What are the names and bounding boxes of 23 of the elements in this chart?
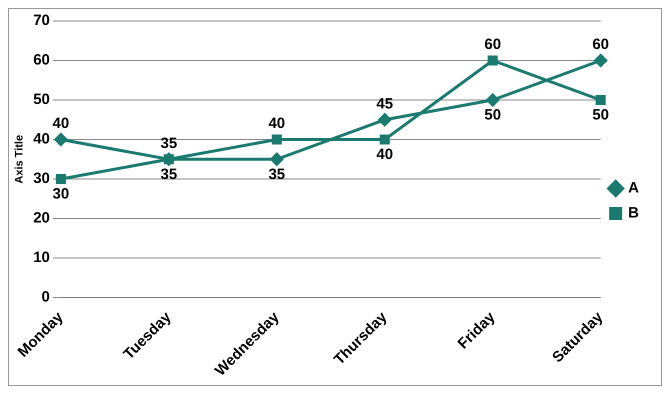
data-label: 50	[592, 106, 610, 124]
data-label: 45	[376, 95, 394, 112]
data-label: 40	[52, 115, 70, 132]
legend-label: B	[628, 204, 640, 222]
data-label: 35	[160, 134, 178, 152]
data-label: 40	[268, 115, 286, 132]
data-label: 60	[592, 36, 610, 54]
legend-label: A	[628, 180, 640, 197]
y-tick-label: 70	[33, 12, 50, 30]
y-axis-title: Axis Title	[14, 134, 26, 184]
y-tick-label: 20	[33, 210, 50, 227]
data-label: 30	[52, 186, 70, 203]
y-tick-label: 30	[33, 170, 50, 188]
y-tick-label: 0	[42, 288, 50, 306]
data-label: 60	[484, 36, 502, 54]
y-tick-label: 40	[33, 130, 50, 148]
y-tick-label: 10	[33, 249, 50, 266]
data-label: 35	[160, 166, 178, 183]
y-tick-label: 50	[33, 91, 50, 108]
data-label: 35	[268, 166, 286, 183]
y-tick-label: 60	[33, 52, 50, 69]
data-label: 50	[484, 106, 502, 124]
data-label: 40	[376, 146, 394, 164]
